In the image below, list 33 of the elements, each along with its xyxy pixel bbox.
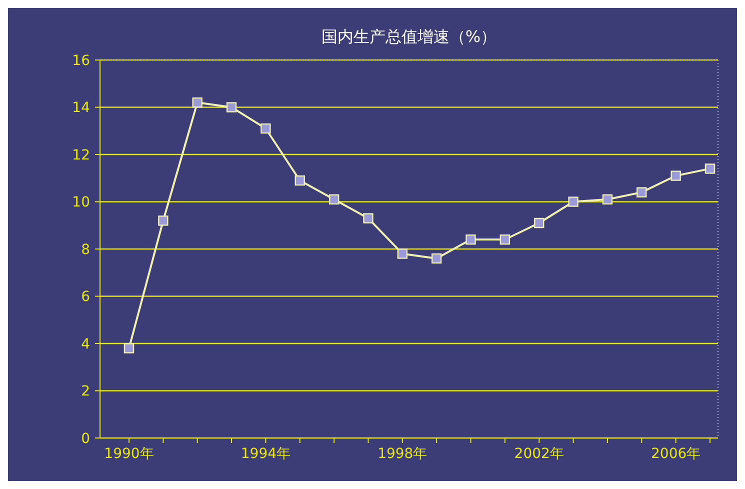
y-tick-label: 10 (72, 194, 90, 211)
point (568, 196, 578, 207)
point (192, 97, 202, 108)
y-tick-label: 2 (81, 384, 90, 400)
point (158, 216, 168, 226)
y-tick-label: 8 (81, 242, 90, 258)
point (328, 194, 340, 204)
point (397, 248, 408, 259)
point (636, 187, 647, 198)
chart-title: 国内生产总值增速（%） (321, 27, 497, 46)
point (500, 234, 510, 245)
point (670, 170, 681, 181)
point (704, 164, 716, 174)
x-tick-label: 2006年 (651, 446, 701, 462)
point (602, 194, 613, 204)
point (363, 213, 374, 224)
x-tick-label: 2002年 (514, 446, 564, 462)
point (431, 253, 442, 264)
point (534, 218, 544, 228)
point (466, 234, 476, 245)
y-tick-label: 4 (81, 336, 90, 352)
point (226, 102, 237, 112)
y-tick-label: 16 (72, 52, 90, 69)
point (294, 175, 305, 186)
y-tick-label: 14 (72, 100, 90, 116)
point (260, 123, 271, 134)
point (124, 343, 134, 354)
x-tick-label: 1990年 (104, 446, 154, 462)
y-tick-label: 12 (72, 147, 90, 164)
y-tick-label: 0 (81, 430, 90, 447)
x-tick-label: 1994年 (240, 446, 291, 462)
x-tick-label: 1998年 (378, 446, 428, 462)
y-tick-label: 6 (81, 289, 90, 306)
